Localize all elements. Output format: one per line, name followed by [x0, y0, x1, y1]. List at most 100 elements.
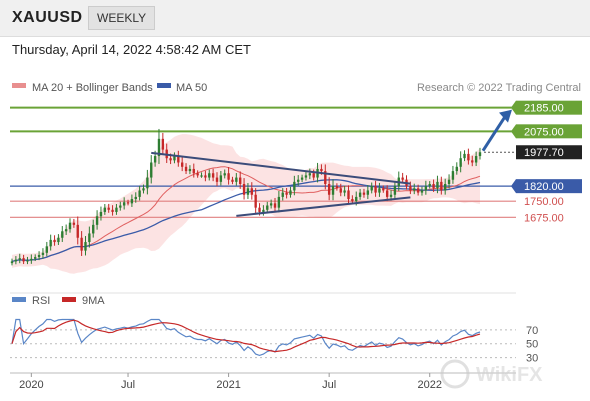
candle-body	[215, 177, 219, 182]
candle-body	[385, 190, 389, 197]
candle-body	[72, 222, 76, 225]
legend-label-ma20: MA 20 + Bollinger Bands	[32, 82, 153, 94]
candle-body	[254, 194, 257, 208]
candle-body	[362, 192, 366, 195]
candle-body	[184, 166, 188, 172]
candle-body	[138, 190, 141, 197]
candle-body	[146, 177, 149, 189]
candle-body	[463, 153, 466, 159]
level-tag-2185.00	[516, 100, 582, 115]
candle-body	[111, 209, 114, 212]
candle-body	[312, 173, 315, 178]
x-tick-label: Jul	[121, 379, 135, 391]
candle-body	[150, 162, 153, 178]
legend-label-ma50: MA 50	[176, 82, 207, 94]
candle-body	[61, 231, 64, 238]
candle-body	[18, 258, 21, 260]
candle-body	[370, 186, 373, 191]
candle-body	[277, 196, 281, 208]
legend-swatch-rsi	[12, 297, 26, 302]
candle-body	[331, 186, 335, 195]
candle-body	[246, 188, 250, 195]
candle-body	[134, 196, 137, 200]
candle-body	[474, 156, 478, 163]
candle-body	[10, 261, 14, 264]
credit-text: Research © 2022 Trading Central	[417, 82, 581, 94]
candle-body	[231, 179, 234, 182]
level-tag-pointer	[511, 100, 516, 115]
candle-body	[219, 175, 223, 182]
candle-body	[45, 246, 48, 253]
candle-body	[266, 205, 269, 210]
level-label-1977.70: 1977.70	[524, 147, 564, 159]
candle-body	[320, 168, 323, 172]
candle-body	[37, 254, 41, 258]
candle-body	[293, 181, 296, 191]
candle-body	[204, 175, 207, 178]
watermark: WikiFX	[440, 359, 543, 389]
candle-body	[358, 192, 362, 197]
candle-body	[420, 190, 424, 193]
candle-body	[153, 156, 157, 163]
candle-body	[335, 186, 339, 189]
legend-swatch-ma20	[12, 83, 26, 88]
candle-body	[339, 188, 342, 193]
candle-body	[196, 173, 199, 176]
candle-body	[467, 153, 470, 161]
candle-body	[99, 211, 103, 217]
candle-body	[208, 173, 211, 178]
x-tick-label: 2020	[19, 379, 43, 391]
candle-body	[269, 203, 273, 206]
rsi-tick-label: 70	[526, 325, 538, 337]
candle-body	[432, 184, 435, 189]
candle-body	[250, 188, 253, 195]
top-bar: XAUUSD WEEKLY	[0, 0, 590, 37]
candle-body	[447, 179, 451, 184]
candle-body	[478, 152, 482, 157]
candle-body	[122, 202, 126, 206]
candle-body	[436, 181, 439, 189]
candle-body	[351, 199, 354, 202]
candle-body	[22, 258, 25, 262]
x-tick-label: 2022	[417, 379, 441, 391]
datetime-label: Thursday, April 14, 2022 4:58:42 AM CET	[12, 42, 251, 57]
candle-body	[374, 186, 377, 193]
candle-body	[324, 171, 327, 184]
candle-body	[289, 190, 292, 195]
candle-body	[76, 224, 79, 238]
candle-body	[192, 168, 195, 174]
rsi-panel: 70 50 30	[10, 318, 538, 365]
candle-body	[281, 192, 284, 197]
candle-body	[130, 199, 134, 204]
watermark-text: WikiFX	[476, 364, 543, 386]
candle-body	[157, 138, 161, 157]
level-tag-2075.00	[516, 124, 582, 139]
rsi-line	[11, 318, 481, 357]
candle-body	[355, 196, 358, 202]
candle-body	[92, 224, 95, 234]
candle-body	[440, 181, 443, 191]
candle-body	[382, 188, 385, 191]
level-label-1820.00: 1820.00	[524, 181, 564, 193]
candle-body	[30, 258, 33, 261]
candle-body	[49, 239, 52, 247]
candle-body	[95, 216, 99, 225]
candle-body	[308, 173, 312, 176]
rsi-tick-label: 30	[526, 353, 538, 365]
candle-body	[173, 156, 176, 161]
candle-body	[223, 173, 226, 176]
watermark-logo	[440, 359, 470, 389]
candle-body	[169, 158, 172, 161]
symbol-label: XAUUSD	[12, 9, 83, 26]
level-label-1675.00: 1675.00	[524, 212, 564, 224]
candle-body	[297, 179, 300, 182]
candle-body	[107, 207, 110, 210]
candle-body	[119, 205, 122, 208]
candle-body	[242, 184, 246, 195]
trendline-lower	[236, 196, 411, 217]
candle-body	[142, 188, 145, 191]
timeframe-tab[interactable]: WEEKLY	[88, 6, 156, 30]
candle-body	[88, 233, 91, 243]
candle-body	[393, 186, 397, 195]
candle-body	[34, 257, 37, 259]
